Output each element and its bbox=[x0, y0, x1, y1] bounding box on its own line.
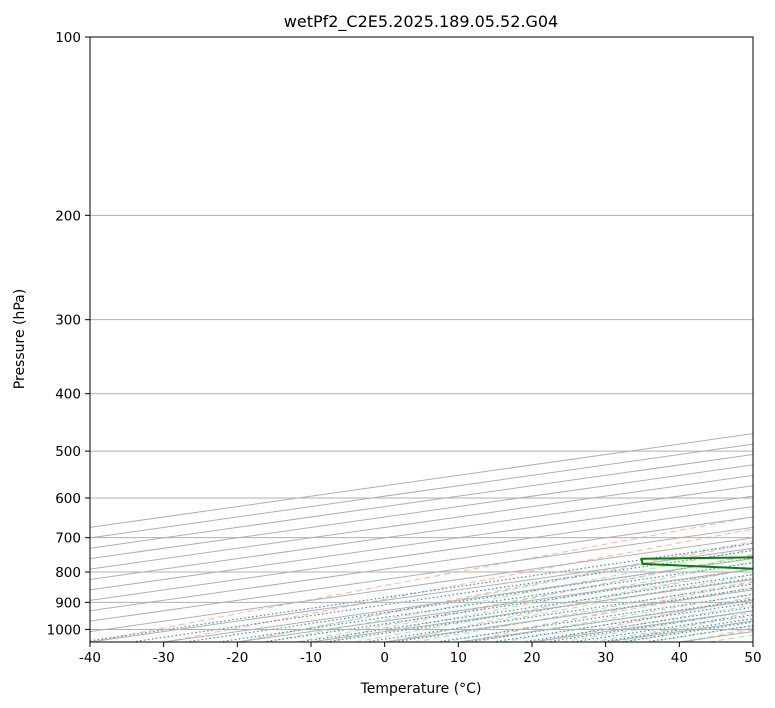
isotherm-line bbox=[90, 506, 753, 601]
x-tick-label: 10 bbox=[450, 650, 467, 666]
dry-adiabat-line bbox=[314, 554, 753, 642]
y-tick-label: 100 bbox=[55, 30, 81, 46]
moist-adiabat-line bbox=[237, 542, 753, 642]
moist-adiabat-line bbox=[384, 574, 753, 642]
plot-frame bbox=[89, 36, 754, 643]
x-tick-label: -30 bbox=[153, 650, 175, 666]
dry-adiabat-line bbox=[90, 516, 753, 642]
chart-title: wetPf2_C2E5.2025.189.05.52.G04 bbox=[284, 12, 558, 32]
x-tick-label: 30 bbox=[597, 650, 614, 666]
y-tick-label: 600 bbox=[55, 491, 81, 507]
isotherm-line bbox=[90, 516, 753, 612]
mixing-ratio-line bbox=[131, 549, 753, 642]
y-tick-label: 1000 bbox=[47, 622, 81, 638]
y-tick-label: 300 bbox=[55, 313, 81, 329]
moist-adiabat-line bbox=[266, 548, 753, 642]
x-tick-label: 20 bbox=[523, 650, 540, 666]
isotherm-line bbox=[90, 495, 753, 591]
isotherm-line bbox=[90, 453, 753, 549]
mixing-ratio-line bbox=[90, 542, 753, 642]
y-tick-label: 200 bbox=[55, 208, 81, 224]
mixing-ratio-line bbox=[522, 606, 753, 642]
x-tick-label: 0 bbox=[380, 650, 389, 666]
isotherm-line bbox=[90, 474, 753, 570]
mixing-ratio-line bbox=[572, 614, 753, 642]
x-tick-label: -40 bbox=[79, 650, 101, 666]
axis-ticks: -40 -30 -20 -10 0 10 20 30 40 50 100 200 300 400 500 60… bbox=[47, 30, 762, 666]
y-tick-label: 400 bbox=[55, 387, 81, 403]
x-tick-label: -10 bbox=[300, 650, 322, 666]
isotherm-line bbox=[90, 537, 753, 633]
y-tick-label: 700 bbox=[55, 531, 81, 547]
y-tick-label: 800 bbox=[55, 565, 81, 581]
mixing-ratio-line bbox=[185, 557, 753, 642]
dry-adiabat-line bbox=[538, 596, 753, 642]
moist-adiabat-line bbox=[355, 567, 753, 642]
x-axis-label: Temperature (°C) bbox=[360, 681, 482, 697]
x-tick-label: 40 bbox=[671, 650, 688, 666]
moist-adiabat-line bbox=[502, 599, 753, 642]
y-axis-label: Pressure (hPa) bbox=[12, 289, 28, 389]
isotherm-line bbox=[90, 526, 753, 622]
isotherm-line bbox=[90, 464, 753, 560]
y-tick-label: 900 bbox=[55, 595, 81, 611]
background-lines bbox=[90, 37, 753, 642]
y-tick-label: 500 bbox=[55, 444, 81, 460]
x-tick-label: -20 bbox=[226, 650, 248, 666]
x-tick-label: 50 bbox=[744, 650, 761, 666]
mixing-ratio-line bbox=[218, 562, 753, 642]
isotherm-line bbox=[90, 485, 753, 581]
